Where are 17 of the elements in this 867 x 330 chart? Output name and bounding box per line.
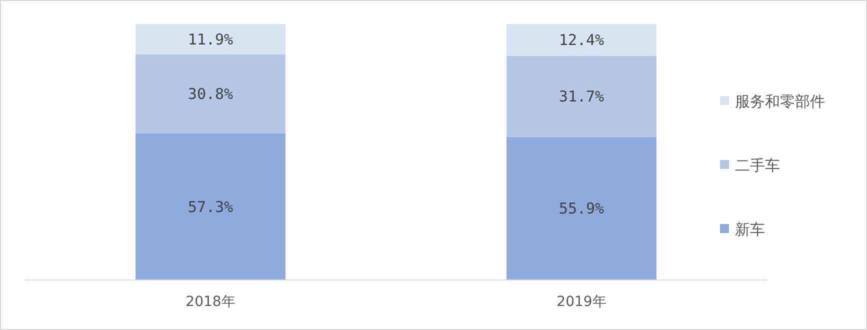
x-tick-label: 2019年 (556, 294, 606, 310)
data-label: 31.7% (558, 88, 604, 106)
data-label: 57.3% (188, 198, 234, 216)
bar (506, 24, 656, 56)
bar (136, 24, 286, 54)
data-label: 12.4% (558, 31, 604, 50)
legend-label: 新车 (735, 220, 765, 238)
bar (136, 54, 286, 134)
data-label: 11.9% (188, 30, 234, 48)
legend-label: 服务和零部件 (735, 92, 825, 110)
bar (506, 136, 656, 280)
data-label: 30.8% (188, 85, 234, 104)
bar (506, 56, 656, 137)
legend-label: 二手车 (735, 156, 780, 174)
bar (136, 133, 286, 280)
data-label: 55.9% (558, 200, 604, 218)
x-tick-label: 2018年 (186, 294, 236, 310)
